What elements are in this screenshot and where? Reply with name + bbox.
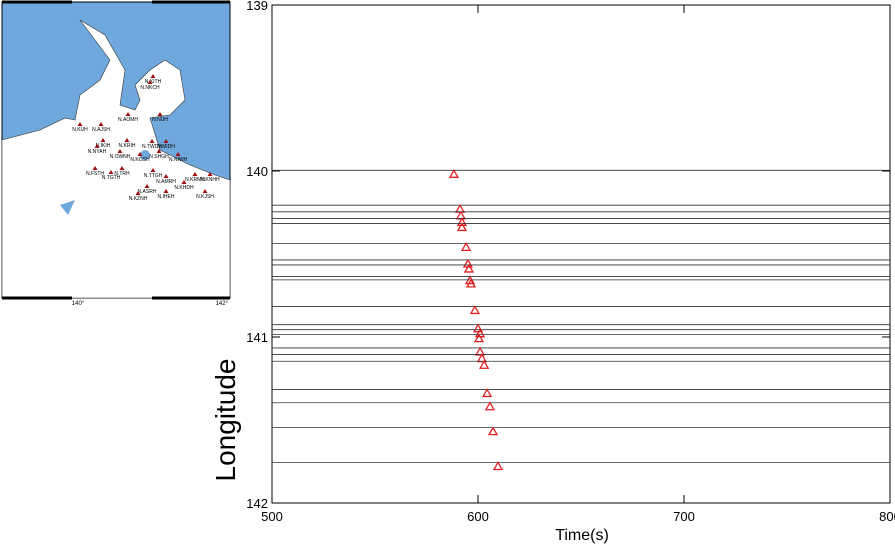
x-tick-label: 500	[261, 509, 283, 524]
station-marker	[98, 122, 104, 126]
station-label: N.AMRH	[156, 179, 176, 185]
station-marker	[150, 168, 156, 172]
station-marker	[157, 112, 163, 116]
arrival-pick	[479, 359, 490, 369]
arrival-pick	[463, 263, 475, 273]
station-label: N.NKCH	[140, 85, 160, 91]
arrival-pick	[472, 323, 484, 333]
station-marker	[163, 189, 169, 193]
arrival-pick	[469, 305, 481, 315]
station-label: N.NYAH	[88, 149, 107, 155]
station-label: N.SHGH	[149, 154, 169, 160]
station-label: N.FSTH	[86, 171, 104, 177]
station-label: N.KOSH	[130, 157, 150, 163]
arrival-pick	[465, 278, 477, 288]
station-label: N.NUH	[152, 117, 168, 123]
arrival-pick	[460, 242, 472, 252]
station-label: N.AOMH	[118, 117, 138, 123]
plot-frame	[271, 4, 891, 504]
arrival-pick	[484, 401, 496, 411]
station-marker	[144, 184, 150, 188]
station-label: N.IHEH	[158, 194, 175, 200]
station-marker	[163, 139, 169, 143]
station-label: N.OWNH	[110, 154, 131, 160]
arrival-pick	[448, 169, 460, 178]
arrival-pick	[454, 203, 466, 213]
arrival-pick	[476, 353, 488, 363]
station-label: N.NIWH	[169, 157, 188, 163]
station-label: N.KUH	[72, 127, 88, 133]
arrival-pick	[456, 217, 468, 227]
station-marker	[100, 138, 106, 142]
x-tick-label: 700	[673, 509, 695, 524]
station-marker	[156, 149, 162, 153]
y-axis-label: Longitude	[210, 358, 241, 481]
station-marker	[124, 138, 130, 142]
map-x-label: 142°	[216, 301, 229, 307]
arrival-pick	[487, 426, 499, 436]
station-label: N.KRMH	[185, 177, 205, 183]
arrival-pick	[455, 210, 467, 220]
map: 140° 142°	[1, 0, 231, 307]
station-marker	[181, 180, 187, 184]
station-marker	[192, 172, 198, 176]
arrival-pick	[474, 346, 486, 356]
map-lake	[60, 200, 75, 215]
station-marker	[149, 139, 155, 143]
station-label: N.KHDH	[174, 185, 194, 191]
station-label: N.ASRH	[138, 189, 157, 195]
station-label: N.TRH	[114, 171, 130, 177]
x-tick-label: 600	[467, 509, 489, 524]
station-marker	[135, 191, 141, 195]
map-lake	[140, 150, 150, 160]
station-label: N.KJSH	[196, 194, 214, 200]
station-marker	[92, 166, 98, 170]
record-section: Time(s) Longitude	[210, 4, 891, 544]
station-marker	[77, 122, 83, 126]
y-tick-label: 139	[246, 0, 268, 13]
arrival-pick	[456, 222, 468, 232]
arrival-pick	[492, 461, 504, 471]
station-marker	[207, 172, 213, 176]
y-tick-label: 142	[246, 496, 268, 511]
arrival-pick	[473, 333, 485, 343]
station-label: N.MIDH	[157, 144, 175, 150]
station-marker	[150, 74, 156, 78]
station-label: N.IKIH	[96, 143, 111, 149]
station-label: N.KZNH	[129, 196, 148, 202]
station-marker	[125, 112, 131, 116]
station-marker	[94, 144, 100, 148]
station-label: N.KNHH	[200, 177, 220, 183]
station-label: N.TGTH	[102, 175, 121, 181]
station-label: N.TTGH	[144, 173, 163, 179]
y-tick-label: 141	[246, 330, 268, 345]
station-marker	[117, 149, 123, 153]
y-tick-label: 140	[246, 164, 268, 179]
map-land	[1, 19, 231, 299]
station-label: N.AJSH	[92, 127, 110, 133]
x-tick-label: 800	[879, 509, 895, 524]
station-marker	[108, 170, 114, 174]
station-label: N.TWDH	[142, 144, 162, 150]
station-marker	[163, 174, 169, 178]
map-x-label: 140°	[72, 301, 85, 307]
station-marker	[137, 152, 143, 156]
station-marker	[147, 80, 153, 84]
station-marker	[175, 152, 181, 156]
station-label: N.KITH	[145, 79, 162, 85]
station-label: N.KRIH	[119, 143, 136, 149]
station-marker	[119, 166, 125, 170]
arrival-pick	[481, 388, 493, 398]
x-axis-label: Time(s)	[555, 527, 609, 544]
station-marker	[202, 189, 208, 193]
